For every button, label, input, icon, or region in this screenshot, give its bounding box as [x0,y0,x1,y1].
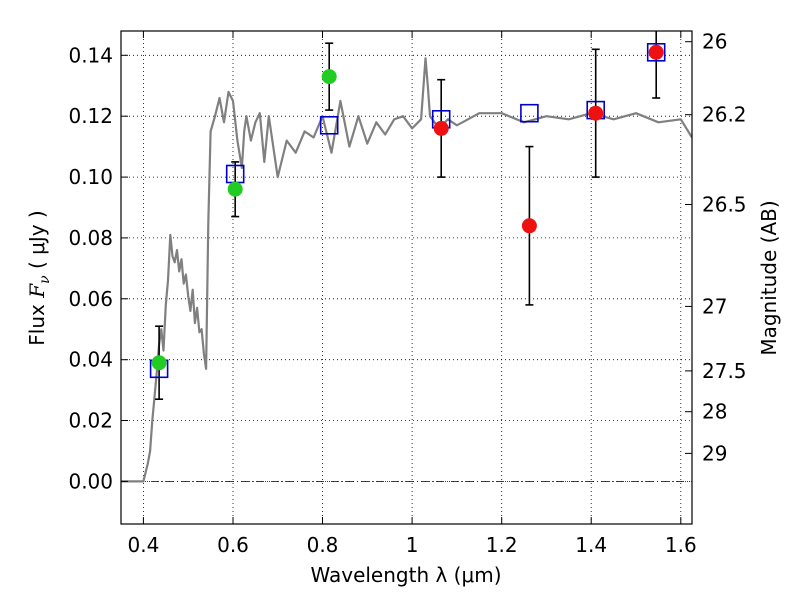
y-axis-label-prefix: Flux [25,298,49,346]
x-tick-label: 1.4 [575,533,607,557]
magnitude-tick-label: 27.5 [702,359,747,383]
y-tick-label: 0.00 [68,469,113,493]
y-axis-label-symbol: F [25,283,49,299]
magnitude-tick-label: 28 [702,400,727,424]
magnitude-tick-label: 26 [702,30,727,54]
y-tick-labels: 0.00 0.02 0.04 0.06 0.08 0.10 0.12 0.14 [68,43,113,493]
observed-flux-marker [151,355,167,371]
x-tick-label: 0.6 [217,533,249,557]
y-tick-label: 0.10 [68,165,113,189]
y-tick-label: 0.08 [68,226,113,250]
magnitude-axis-label: Magnitude (AB) [757,200,781,355]
observed-flux-marker [521,218,537,234]
x-axis-label: Wavelength λ (μm) [310,563,501,587]
x-tick-labels: 0.4 0.6 0.8 1 1.2 1.4 1.6 [127,533,696,557]
magnitude-tick-label: 29 [702,441,727,465]
magnitude-tick-labels: 26 26.2 26.5 27 27.5 28 29 [702,30,747,466]
data-markers-layer [149,42,666,379]
magnitude-tick-label: 26.5 [702,193,747,217]
observed-flux-marker [588,105,604,121]
y-axis-label-subscript: ν [37,275,53,284]
observed-flux-marker [321,69,337,85]
y-tick-label: 0.02 [68,409,113,433]
y-tick-label: 0.06 [68,287,113,311]
magnitude-tick-label: 26.2 [702,103,747,127]
y-tick-label: 0.14 [68,43,113,67]
y-tick-label: 0.12 [68,104,113,128]
y-tick-label: 0.04 [68,348,113,372]
x-tick-label: 0.4 [127,533,159,557]
axis-ticks [121,31,692,524]
model-photometry-marker [319,116,339,135]
observed-flux-marker [433,120,449,136]
observed-flux-marker [648,44,664,60]
x-tick-label: 1.6 [665,533,697,557]
y-axis-label-suffix: ( μJy ) [25,210,49,275]
x-tick-label: 1.2 [486,533,518,557]
x-tick-label: 0.8 [307,533,339,557]
model-photometry-marker [646,42,666,62]
model-photometry-marker [520,103,539,123]
observed-flux-marker [227,181,243,197]
plot-frame [120,30,693,525]
magnitude-tick-label: 27 [702,294,727,318]
y-axis-label: Flux Fν ( μJy ) [25,210,53,345]
x-tick-label: 1 [406,533,419,557]
